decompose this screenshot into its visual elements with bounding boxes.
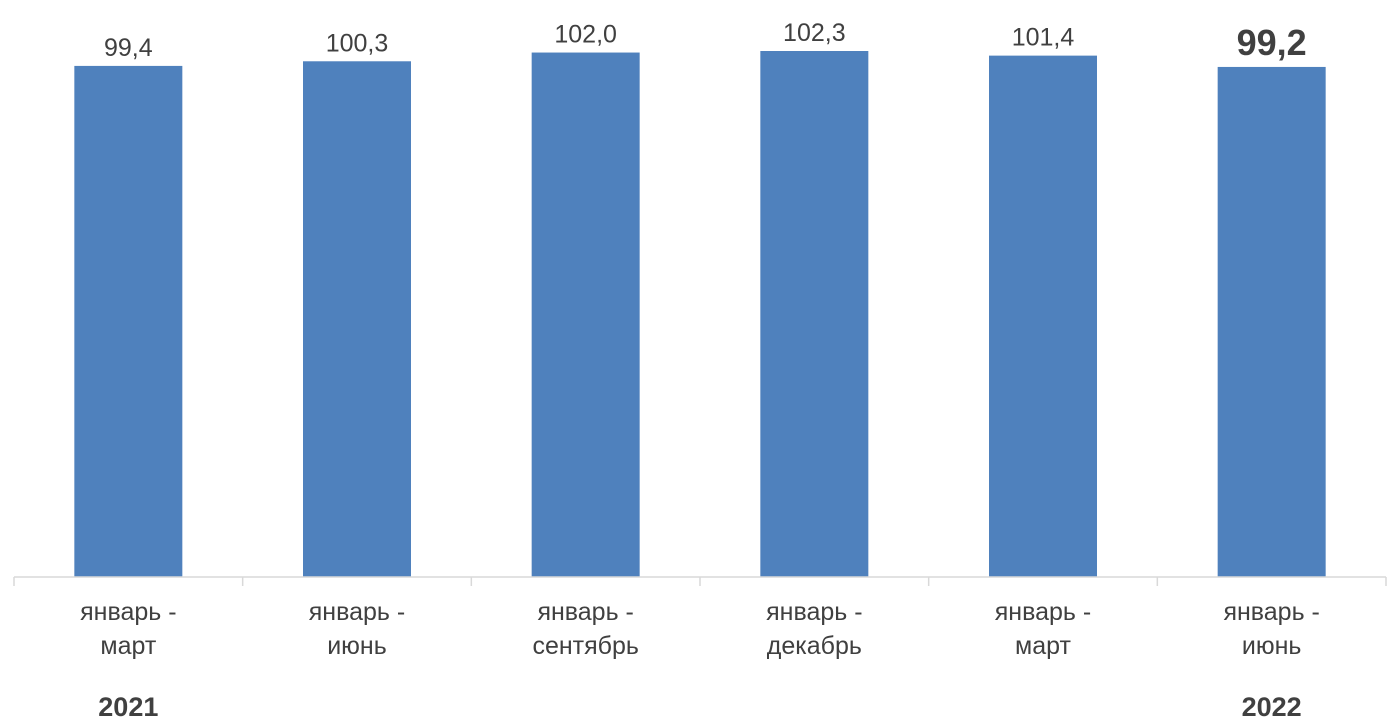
category-label: июнь: [1242, 632, 1302, 660]
category-label: сентябрь: [532, 632, 638, 660]
category-label: январь -: [309, 598, 405, 626]
category-label: январь -: [995, 598, 1091, 626]
bar-value-label: 102,3: [783, 19, 846, 47]
year-label-2021: 2021: [98, 692, 158, 722]
bar-value-label: 99,4: [104, 34, 153, 62]
bar: [760, 51, 869, 577]
value-labels-group: 99,4 100,3 102,0 102,3 101,4 99,2: [104, 19, 1307, 63]
category-label: июнь: [327, 632, 387, 660]
category-label: январь -: [766, 598, 862, 626]
bar-value-label: 99,2: [1237, 22, 1307, 63]
bar: [1217, 66, 1326, 577]
category-labels-group: январь - март январь - июнь январь - сентябрь…: [80, 598, 1320, 660]
category-label: декабрь: [767, 632, 862, 660]
bars-group: [74, 51, 1326, 578]
category-label: март: [1015, 632, 1071, 660]
bar-value-label: 101,4: [1012, 24, 1075, 52]
bar-value-label: 100,3: [326, 29, 389, 57]
category-label: март: [100, 632, 156, 660]
x-axis-ticks: [13, 577, 1387, 586]
category-label: январь -: [1223, 598, 1319, 626]
bar: [531, 52, 640, 577]
bar: [989, 55, 1097, 578]
bar: [303, 61, 411, 577]
year-label-2022: 2022: [1242, 692, 1302, 722]
year-labels-group: 2021 2022: [98, 692, 1301, 722]
category-label: январь -: [537, 598, 633, 626]
bar-value-label: 102,0: [554, 21, 617, 49]
bar: [74, 65, 183, 578]
category-label: январь -: [80, 598, 176, 626]
